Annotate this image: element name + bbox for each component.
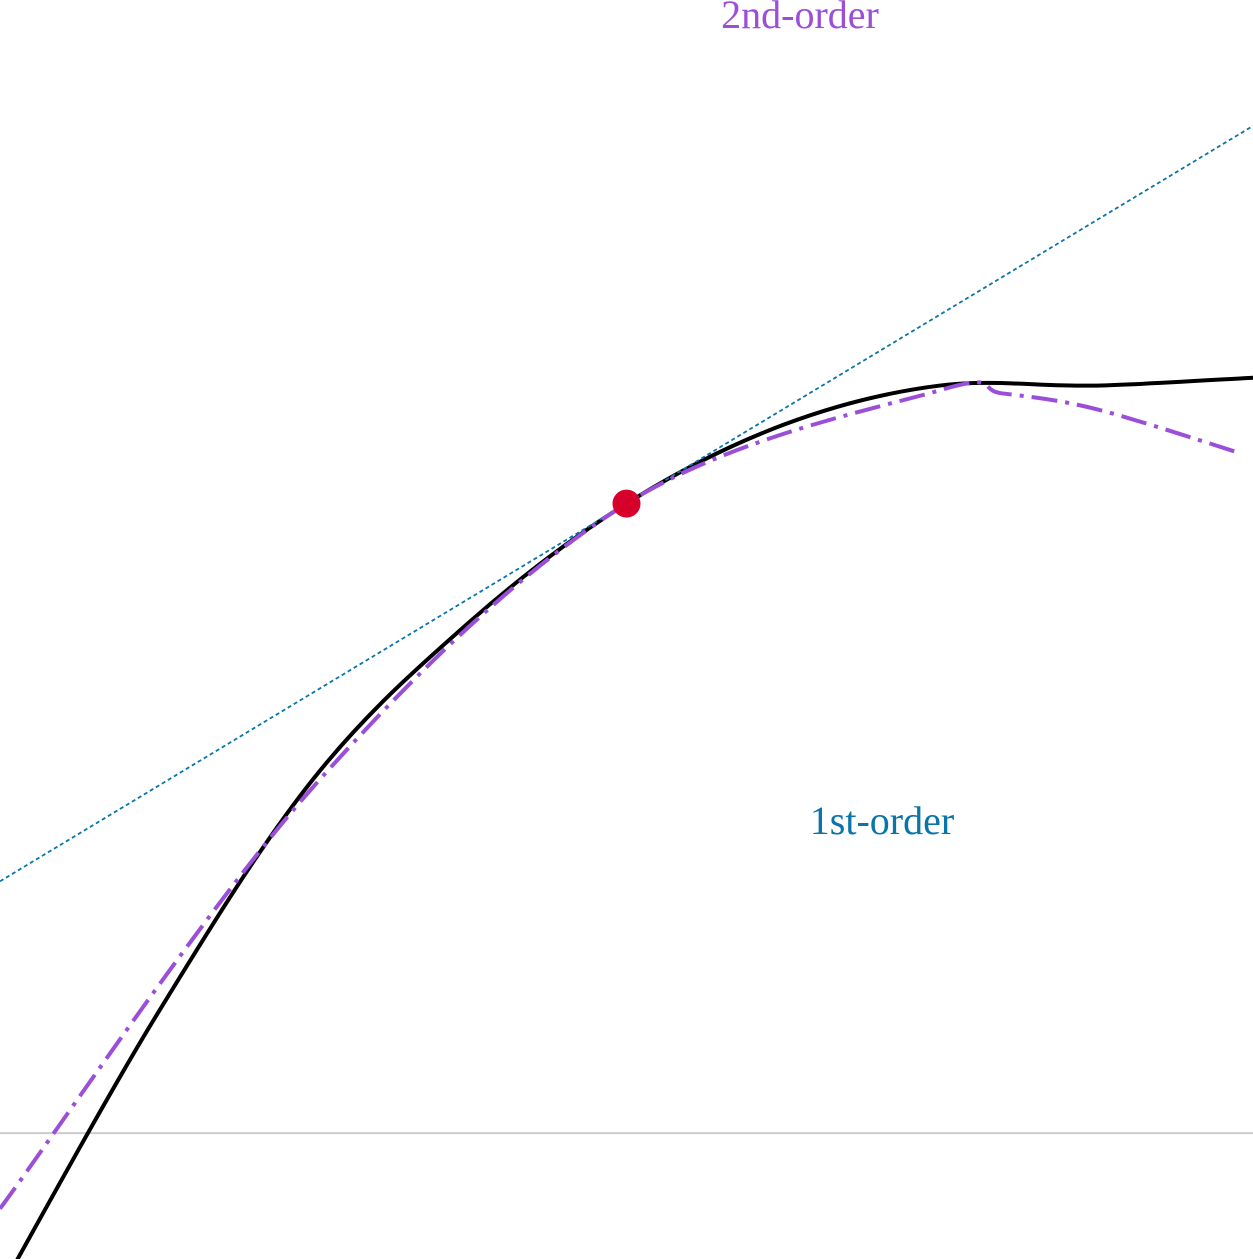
label-2nd-order: 2nd-order xyxy=(721,0,879,37)
label-1st-order: 1st-order xyxy=(810,798,954,843)
series-second-order xyxy=(0,380,1242,1210)
tangent-point xyxy=(612,489,641,518)
